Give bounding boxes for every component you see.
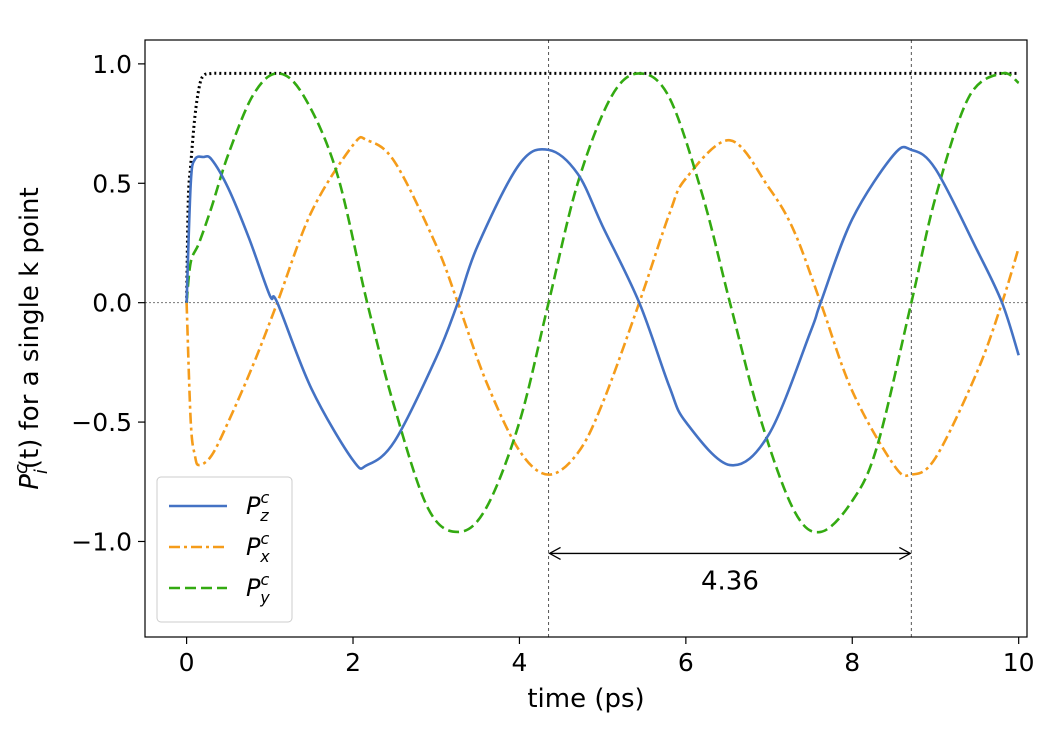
period-annotation: 4.36 bbox=[548, 546, 912, 596]
period-label: 4.36 bbox=[701, 566, 759, 596]
x-tick-label: 2 bbox=[345, 648, 361, 677]
x-tick-label: 6 bbox=[678, 648, 694, 677]
legend-label: Pc y bbox=[246, 570, 270, 607]
series-line-norm bbox=[185, 71, 1019, 303]
y-tick-label: 1.0 bbox=[92, 50, 132, 79]
series-line-px bbox=[185, 135, 1020, 478]
y-tick-label: 0.5 bbox=[92, 169, 132, 198]
legend-box bbox=[156, 476, 293, 623]
reference-lines bbox=[145, 40, 1027, 637]
period-arrow-head-left bbox=[548, 546, 561, 560]
period-arrow-head-right bbox=[899, 546, 912, 560]
legend-label: Pc x bbox=[246, 529, 270, 566]
series-line-py bbox=[185, 71, 1020, 534]
x-axis-label: time (ps) bbox=[527, 684, 644, 714]
y-axis-ticks: 1.0 0.5 0.0 −0.5 −1.0 bbox=[71, 50, 145, 556]
y-axis-label: Pci(t) for a single k point bbox=[11, 187, 52, 489]
series-layer bbox=[185, 71, 1020, 534]
x-axis-ticks: 0 2 4 6 8 10 bbox=[179, 637, 1035, 677]
x-tick-label: 4 bbox=[511, 648, 527, 677]
x-tick-label: 0 bbox=[179, 648, 195, 677]
y-tick-label: −0.5 bbox=[71, 408, 132, 437]
legend-label: Pc z bbox=[246, 488, 269, 525]
legend-item-px: Pc x bbox=[169, 529, 270, 566]
x-tick-label: 8 bbox=[844, 648, 860, 677]
x-tick-label: 10 bbox=[1003, 648, 1035, 677]
legend: Pc z Pc x Pc y bbox=[156, 476, 293, 623]
y-tick-label: −1.0 bbox=[71, 527, 132, 556]
series-line-pz bbox=[185, 145, 1020, 470]
legend-item-py: Pc y bbox=[169, 570, 270, 607]
plot-frame bbox=[144, 39, 1028, 638]
legend-item-pz: Pc z bbox=[169, 488, 269, 525]
y-tick-label: 0.0 bbox=[92, 289, 132, 318]
